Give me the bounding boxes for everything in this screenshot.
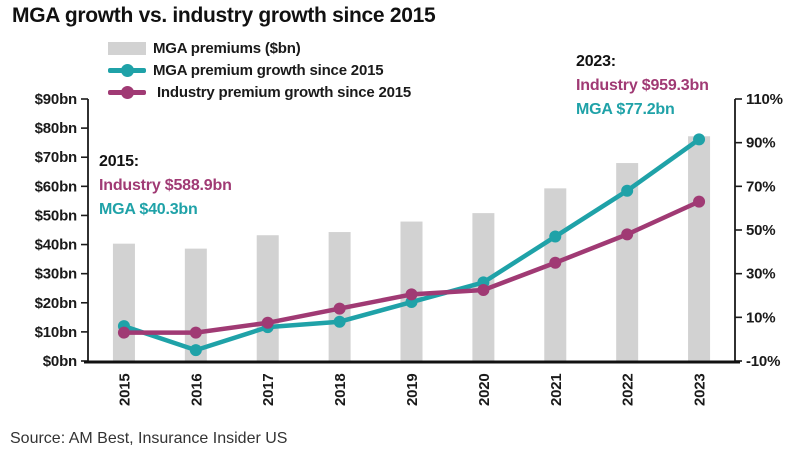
legend-label: MGA premium growth since 2015 bbox=[153, 61, 384, 79]
source-attribution: Source: AM Best, Insurance Insider US bbox=[10, 430, 288, 447]
x-axis-label-2021: 2021 bbox=[548, 373, 565, 406]
right-axis-label: 70% bbox=[746, 178, 775, 195]
legend-item-industry-growth: Industry premium growth since 2015 bbox=[108, 81, 411, 103]
annotation-industry-value: Industry $588.9bn bbox=[99, 177, 232, 194]
bar-2018 bbox=[328, 232, 351, 361]
bar-2017 bbox=[256, 235, 279, 361]
point-mga-2023 bbox=[693, 133, 706, 146]
left-axis-label: $40bn bbox=[35, 237, 77, 254]
left-axis-label: $60bn bbox=[35, 178, 77, 195]
left-axis-label: $50bn bbox=[35, 207, 77, 224]
annotation-mga-value: MGA $77.2bn bbox=[576, 101, 675, 118]
x-axis-label-2015: 2015 bbox=[116, 373, 133, 406]
x-axis-label-2018: 2018 bbox=[332, 373, 349, 406]
point-industry-2015 bbox=[117, 326, 130, 339]
left-axis-label: $0bn bbox=[43, 353, 77, 370]
line-dot-icon bbox=[121, 85, 134, 99]
point-industry-2019 bbox=[405, 288, 418, 301]
point-industry-2023 bbox=[693, 195, 706, 208]
left-axis-label: $20bn bbox=[35, 295, 77, 312]
x-axis-label-2016: 2016 bbox=[188, 373, 205, 406]
left-axis-label: $30bn bbox=[35, 266, 77, 283]
legend-label: MGA premiums ($bn) bbox=[153, 39, 301, 57]
legend-line-swatch bbox=[108, 63, 148, 77]
legend-item-mga-premiums: MGA premiums ($bn) bbox=[108, 37, 411, 59]
x-axis-label-2017: 2017 bbox=[260, 373, 277, 406]
point-industry-2022 bbox=[621, 228, 634, 241]
point-mga-2018 bbox=[333, 315, 346, 328]
point-mga-2022 bbox=[621, 184, 634, 197]
right-axis-label: -10% bbox=[746, 353, 780, 370]
point-industry-2017 bbox=[261, 316, 274, 329]
bar-2021 bbox=[544, 188, 567, 361]
left-axis-label: $10bn bbox=[35, 324, 77, 341]
legend-item-mga-growth: MGA premium growth since 2015 bbox=[108, 59, 411, 81]
point-mga-2016 bbox=[189, 344, 202, 357]
annotation-industry-value: Industry $959.3bn bbox=[576, 77, 709, 94]
chart-title: MGA growth vs. industry growth since 201… bbox=[12, 4, 436, 27]
line-swatch-icon bbox=[108, 85, 146, 99]
x-axis-label-2020: 2020 bbox=[476, 373, 493, 406]
right-axis-label: 110% bbox=[746, 91, 783, 108]
x-axis-label-2019: 2019 bbox=[404, 373, 421, 406]
right-axis-label: 30% bbox=[746, 266, 775, 283]
bar-2023 bbox=[688, 136, 711, 361]
left-axis-label: $70bn bbox=[35, 149, 77, 166]
bar-swatch-icon bbox=[108, 41, 146, 55]
right-axis-label: 90% bbox=[746, 135, 775, 152]
right-axis-label: 50% bbox=[746, 222, 775, 239]
point-industry-2018 bbox=[333, 302, 346, 315]
x-axis-label-2022: 2022 bbox=[620, 373, 637, 406]
annotation-mga-value: MGA $40.3bn bbox=[99, 201, 198, 218]
point-mga-2021 bbox=[549, 230, 562, 243]
annotation-2015: 2015: Industry $588.9bn MGA $40.3bn bbox=[99, 150, 232, 222]
point-industry-2021 bbox=[549, 256, 562, 269]
legend-bar-swatch bbox=[108, 41, 148, 55]
left-axis-label: $90bn bbox=[35, 91, 77, 108]
chart-legend: MGA premiums ($bn) MGA premium growth si… bbox=[108, 37, 411, 103]
left-axis-label: $80bn bbox=[35, 120, 77, 137]
x-axis-label-2023: 2023 bbox=[692, 373, 709, 406]
bar-2022 bbox=[616, 163, 639, 361]
legend-label: Industry premium growth since 2015 bbox=[153, 83, 412, 101]
point-industry-2016 bbox=[189, 326, 202, 339]
annotation-year-label: 2015: bbox=[99, 153, 139, 170]
annotation-2023: 2023: Industry $959.3bn MGA $77.2bn bbox=[576, 50, 709, 122]
right-axis-label: 10% bbox=[746, 309, 775, 326]
point-industry-2020 bbox=[477, 284, 490, 297]
line-swatch-icon bbox=[108, 63, 146, 77]
annotation-year-label: 2023: bbox=[576, 53, 616, 70]
line-dot-icon bbox=[121, 63, 134, 77]
legend-line-swatch bbox=[108, 85, 148, 99]
bar-2015 bbox=[112, 243, 135, 361]
